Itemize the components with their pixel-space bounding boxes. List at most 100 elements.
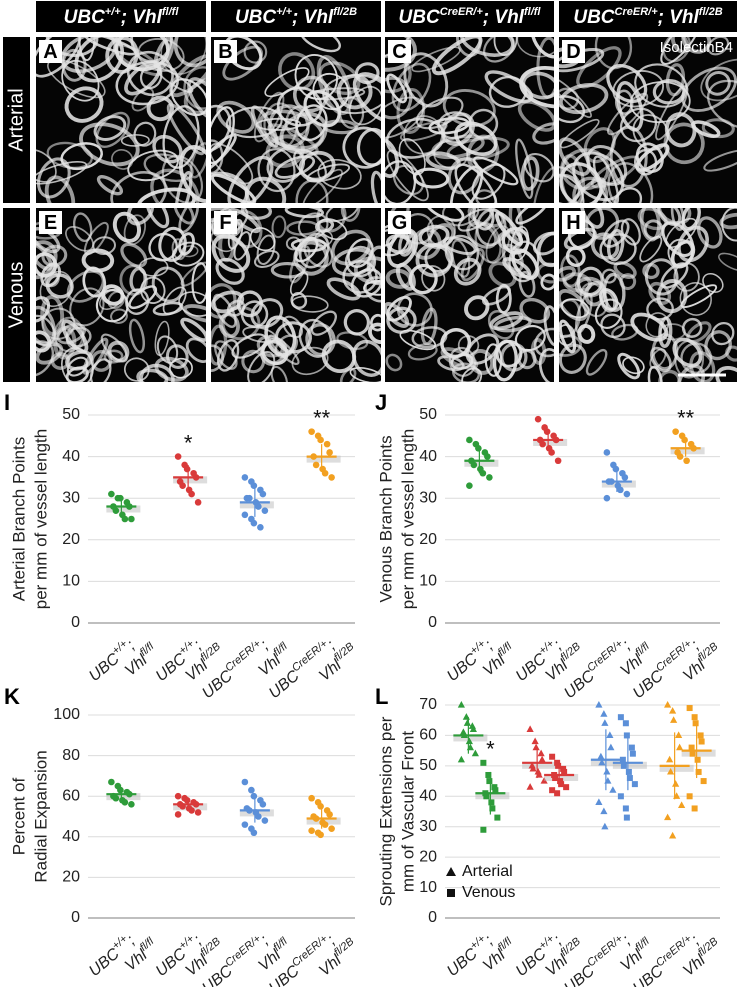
data-point — [607, 743, 615, 751]
vessel — [256, 234, 276, 265]
data-point — [483, 793, 490, 800]
vessel — [250, 298, 284, 329]
data-point — [259, 490, 267, 498]
data-point — [631, 781, 638, 788]
data-point — [697, 732, 704, 739]
panel-letter: L — [375, 684, 388, 709]
data-point — [625, 768, 632, 775]
data-point — [620, 762, 627, 769]
data-point — [619, 756, 626, 763]
data-point — [617, 486, 624, 494]
data-point — [179, 803, 186, 810]
vessel — [105, 37, 139, 74]
vessel — [112, 211, 141, 243]
vessel — [563, 177, 607, 203]
vessel — [521, 71, 554, 100]
vessel — [517, 348, 537, 370]
vessel — [413, 167, 450, 189]
vessel — [268, 334, 300, 366]
vessel — [385, 353, 403, 372]
data-point — [597, 752, 605, 760]
vessel — [485, 225, 511, 264]
vessel — [559, 162, 603, 203]
vessel — [41, 307, 76, 340]
vessel — [559, 265, 576, 282]
panel-letter-box — [39, 40, 62, 63]
vessel — [294, 54, 339, 100]
data-point — [676, 453, 684, 460]
vessel — [146, 95, 175, 122]
data-point — [626, 775, 633, 782]
panel-letter: E — [44, 212, 57, 234]
x-tick-label: UBC+/+; Vhlfl/fl — [444, 637, 514, 685]
data-point — [552, 775, 559, 782]
vessel — [305, 323, 336, 357]
vessel — [496, 230, 524, 251]
vessel — [182, 304, 206, 324]
vessel — [670, 240, 696, 269]
vessel — [516, 37, 554, 58]
vessel — [60, 142, 103, 171]
data-point — [549, 753, 556, 760]
vessel — [211, 283, 237, 319]
vessel — [152, 301, 184, 316]
label-part: Vhl — [494, 7, 524, 28]
y-tick-label: 40 — [419, 448, 437, 465]
row-label: Arterial — [5, 88, 27, 151]
data-point — [669, 831, 677, 839]
vessel — [166, 103, 206, 156]
data-point — [480, 759, 487, 766]
vessel — [293, 148, 327, 182]
data-point — [608, 478, 615, 485]
vessel — [493, 315, 532, 333]
vessel — [317, 158, 362, 190]
data-point — [174, 792, 182, 800]
panel-letter: C — [392, 41, 406, 63]
vessel — [178, 232, 195, 256]
label-part: fl/2B — [198, 640, 223, 663]
vessel — [607, 162, 654, 203]
vessel — [64, 86, 104, 123]
mean-shadow — [173, 476, 208, 484]
vessel — [511, 248, 540, 280]
data-point — [664, 813, 672, 821]
mean-shadow — [464, 459, 499, 467]
vessel — [530, 37, 554, 59]
y-tick-label: 40 — [62, 448, 80, 465]
vessel — [107, 290, 126, 309]
y-tick-label: 0 — [428, 614, 437, 631]
vessel — [46, 141, 93, 169]
x-tick-label: UBCCreER/+; Vhlfl/2B — [630, 637, 720, 702]
data-point — [108, 778, 115, 786]
vessel — [630, 312, 669, 342]
vessel — [420, 307, 438, 346]
micrograph — [385, 208, 554, 382]
data-point — [250, 829, 258, 837]
panel-letter-box — [388, 211, 411, 234]
vessel — [385, 160, 417, 203]
micrograph — [36, 37, 206, 203]
data-point — [192, 801, 200, 808]
vessel — [559, 324, 576, 347]
vessel — [702, 272, 724, 293]
vessel — [127, 149, 179, 182]
vessel — [185, 337, 206, 363]
y-axis-label: Venous Branch Points — [376, 435, 395, 602]
vessel — [681, 208, 701, 231]
vessel — [520, 156, 540, 191]
data-point — [691, 805, 698, 812]
data-point — [321, 821, 329, 828]
vessel — [606, 228, 625, 262]
vessel — [103, 349, 124, 364]
data-point — [482, 790, 489, 797]
data-point — [308, 827, 315, 835]
data-point — [531, 737, 539, 745]
vessel — [454, 163, 498, 203]
data-point — [188, 807, 195, 814]
vessel — [171, 241, 205, 267]
label-part: Vhl — [304, 7, 334, 28]
data-point — [479, 469, 487, 477]
data-point — [470, 461, 478, 469]
vessel — [140, 276, 166, 304]
data-point — [538, 755, 546, 763]
